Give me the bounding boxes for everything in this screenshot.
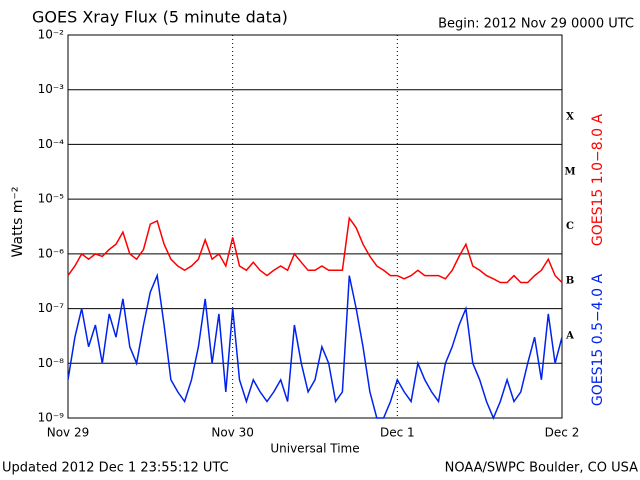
y-tick-label: 10⁻⁷ [38,301,65,315]
x-tick-label: Dec 2 [545,426,580,440]
chart-title: GOES Xray Flux (5 minute data) [32,8,288,27]
flux-class-label: M [564,166,575,177]
x-axis-label: Universal Time [270,442,359,456]
flux-class-label: C [566,221,574,232]
x-tick-label: Nov 29 [47,426,90,440]
flux-class-label: A [565,330,574,341]
x-tick-label: Nov 30 [211,426,254,440]
y-tick-label: 10⁻⁶ [38,246,65,260]
y-tick-label: 10⁻² [38,28,65,42]
flux-class-label: X [566,112,574,123]
y-tick-label: 10⁻⁸ [38,356,65,370]
footer-left: Updated 2012 Dec 1 23:55:12 UTC [2,461,229,476]
y-tick-label: 10⁻⁴ [38,137,65,151]
flux-class-label: B [566,276,574,287]
y-tick-label: 10⁻⁵ [38,192,65,206]
y-tick-label: 10⁻³ [38,82,65,96]
footer-right: NOAA/SWPC Boulder, CO USA [445,461,638,476]
series-line [67,272,563,420]
legend-entry: GOES15 1.0−8.0 A [590,114,606,247]
chart-subtitle: Begin: 2012 Nov 29 0000 UTC [438,17,634,32]
x-tick-label: Dec 1 [380,426,415,440]
legend-entry: GOES15 0.5−4.0 A [590,274,606,407]
y-axis-label: Watts m⁻² [10,187,26,258]
series-line [67,216,563,284]
y-tick-label: 10⁻⁹ [38,411,65,425]
